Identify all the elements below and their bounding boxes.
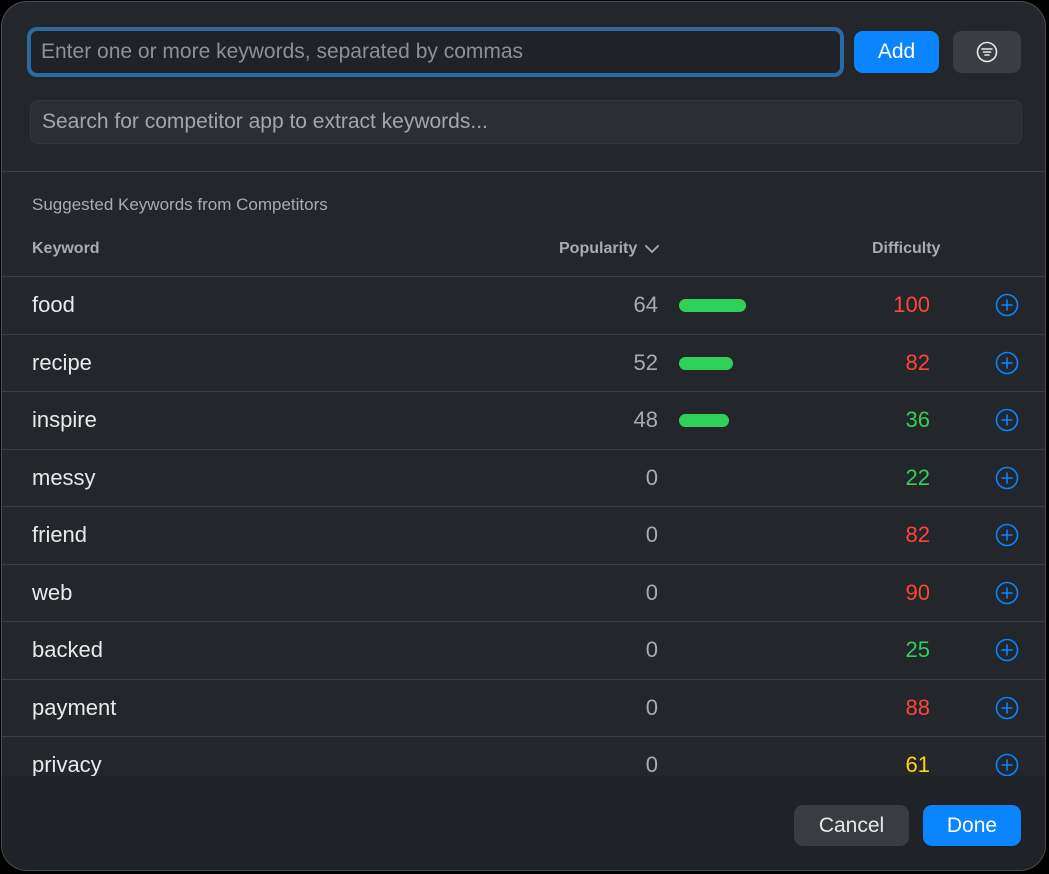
keyword-cell: food <box>32 292 75 318</box>
keyword-input[interactable] <box>31 31 840 73</box>
difficulty-cell: 25 <box>905 637 930 663</box>
column-header-difficulty[interactable]: Difficulty <box>872 240 941 257</box>
table-row: backed 0 25 <box>2 621 1045 679</box>
filter-lines-icon <box>976 41 998 63</box>
popularity-cell: 48 <box>633 407 658 433</box>
add-keyword-icon[interactable] <box>995 581 1019 605</box>
difficulty-cell: 88 <box>905 694 930 720</box>
done-button[interactable]: Done <box>923 805 1021 846</box>
divider <box>2 171 1045 172</box>
popularity-bar <box>679 414 729 428</box>
keyword-cell: payment <box>32 694 117 720</box>
column-header-popularity-label: Popularity <box>559 240 638 257</box>
popularity-cell: 0 <box>645 464 658 490</box>
cancel-button[interactable]: Cancel <box>794 805 909 846</box>
filter-button[interactable] <box>953 31 1021 73</box>
add-keyword-icon[interactable] <box>995 351 1019 375</box>
popularity-cell: 0 <box>645 637 658 663</box>
table-row: food 64 100 <box>2 276 1045 334</box>
difficulty-cell: 82 <box>905 349 930 375</box>
difficulty-cell: 36 <box>905 407 930 433</box>
difficulty-cell: 82 <box>905 522 930 548</box>
keyword-cell: recipe <box>32 349 92 375</box>
table-row: messy 0 22 <box>2 448 1045 507</box>
add-keyword-icon[interactable] <box>995 293 1019 317</box>
competitor-search-input[interactable] <box>31 101 1021 143</box>
difficulty-cell: 61 <box>905 752 930 776</box>
keyword-table: food 64 100 recipe 52 82 inspire 48 36 messy 0 22 fr… <box>2 276 1045 776</box>
section-title: Suggested Keywords from Competitors <box>32 195 328 214</box>
dialog-footer: Cancel Done <box>2 776 1045 870</box>
column-header-keyword[interactable]: Keyword <box>32 240 100 257</box>
keyword-cell: backed <box>32 637 103 663</box>
popularity-cell: 0 <box>645 522 658 548</box>
keyword-cell: web <box>32 579 73 605</box>
popularity-cell: 0 <box>645 579 658 605</box>
table-row: inspire 48 36 <box>2 391 1045 449</box>
keyword-cell: privacy <box>32 752 102 776</box>
column-header-popularity[interactable]: Popularity <box>559 240 660 258</box>
popularity-bar <box>679 299 746 313</box>
difficulty-cell: 90 <box>905 579 930 605</box>
keyword-cell: messy <box>32 464 96 490</box>
chevron-down-icon <box>645 244 660 253</box>
table-row: web 0 90 <box>2 563 1045 622</box>
keyword-cell: inspire <box>32 407 97 433</box>
table-row: privacy 0 61 <box>2 736 1045 776</box>
competitor-search-container <box>30 100 1022 144</box>
table-row: friend 0 82 <box>2 506 1045 564</box>
difficulty-cell: 100 <box>893 292 930 318</box>
add-keyword-icon[interactable] <box>995 638 1019 662</box>
add-keyword-icon[interactable] <box>995 753 1019 776</box>
add-keyword-icon[interactable] <box>995 696 1019 720</box>
keyword-cell: friend <box>32 522 88 548</box>
add-keyword-icon[interactable] <box>995 466 1019 490</box>
table-row: payment 0 88 <box>2 678 1045 737</box>
difficulty-cell: 22 <box>905 464 930 490</box>
keyword-input-container <box>27 27 844 77</box>
add-keyword-icon[interactable] <box>995 523 1019 547</box>
table-row: recipe 52 82 <box>2 333 1045 392</box>
popularity-cell: 64 <box>633 292 658 318</box>
popularity-bar <box>679 356 733 370</box>
add-button[interactable]: Add <box>854 31 939 73</box>
popularity-cell: 0 <box>645 752 658 776</box>
popularity-cell: 0 <box>645 694 658 720</box>
popularity-cell: 52 <box>633 349 658 375</box>
add-keyword-icon[interactable] <box>995 408 1019 432</box>
